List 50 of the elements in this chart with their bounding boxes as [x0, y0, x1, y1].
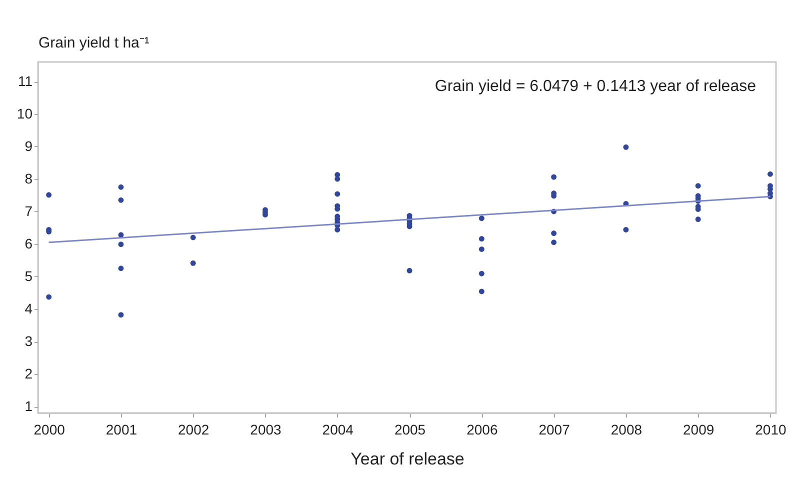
point [551, 174, 557, 180]
point [551, 230, 557, 236]
y-tick-label: 4 [24, 300, 33, 316]
y-tick-label: 11 [18, 73, 33, 89]
y-tick-label: 2 [24, 366, 33, 382]
point [478, 236, 484, 242]
point [478, 246, 484, 252]
point [46, 294, 52, 300]
point [623, 144, 629, 150]
y-tick-label: 8 [24, 170, 33, 186]
point [551, 240, 557, 246]
x-tick-label: 2000 [34, 422, 66, 438]
x-tick-label: 2007 [538, 422, 570, 438]
point [406, 268, 412, 274]
point [695, 183, 701, 189]
point [623, 226, 629, 232]
x-tick-label: 2008 [610, 422, 642, 438]
x-tick-label: 2002 [178, 422, 210, 438]
point [118, 232, 124, 238]
y-tick-label: 6 [24, 236, 33, 252]
x-axis-title: Year of release [350, 450, 464, 468]
x-tick-label: 2003 [250, 422, 282, 438]
point [767, 171, 773, 177]
y-tick-label: 1 [24, 398, 33, 414]
point [478, 216, 484, 222]
point [118, 266, 124, 272]
point [118, 197, 124, 203]
point [695, 216, 701, 222]
point [334, 191, 340, 197]
point [118, 184, 124, 190]
point [118, 242, 124, 248]
annotation: Grain yield = 6.0479 + 0.1413 year of release [434, 78, 756, 95]
point [118, 312, 124, 318]
y-tick-label: 5 [24, 268, 33, 284]
point [190, 260, 196, 266]
x-tick-label: 2009 [683, 422, 714, 438]
y-tick-label: 3 [24, 333, 33, 349]
point [478, 270, 484, 276]
point [190, 234, 196, 240]
y-tick-label: 9 [24, 138, 33, 154]
point [478, 288, 484, 294]
y-tick-label: 10 [16, 106, 33, 122]
x-tick-label: 2006 [466, 422, 498, 438]
y-tick-label: 7 [24, 203, 33, 219]
y-axis-title: Grain yield t ha⁻¹ [38, 34, 150, 52]
point [46, 192, 52, 198]
x-tick-label: 2004 [322, 422, 354, 438]
x-tick-label: 2001 [106, 422, 138, 438]
x-tick-label: 2005 [394, 422, 426, 438]
x-tick-label: 2010 [755, 422, 787, 438]
